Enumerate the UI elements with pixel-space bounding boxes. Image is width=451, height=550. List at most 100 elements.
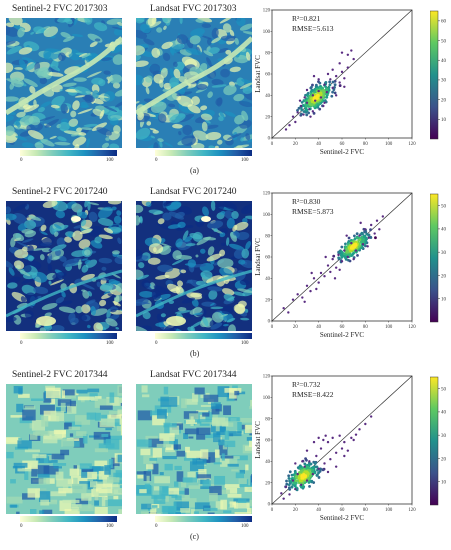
- map-patch: [213, 228, 218, 232]
- map-patch: [33, 431, 40, 436]
- density-point: [315, 474, 319, 477]
- figure-panel-a: Sentinel-2 FVC 2017303 Landsat FVC 201730…: [0, 0, 451, 183]
- map-patch: [174, 211, 185, 219]
- map-patch: [238, 259, 246, 265]
- map-patch: [57, 136, 67, 142]
- map-patch: [91, 122, 108, 132]
- rmse-text: RMSE=8.422: [292, 390, 334, 399]
- map-patch: [24, 449, 40, 453]
- map-patch: [30, 509, 37, 518]
- map-patch: [161, 493, 178, 497]
- map-patch: [187, 471, 201, 478]
- map-patch: [140, 511, 149, 518]
- scatter-point: [334, 94, 338, 97]
- map-patch: [15, 241, 31, 249]
- colorbar-tick-label: 60: [441, 20, 447, 25]
- x-tick-label: 20: [293, 325, 298, 330]
- scatter-point: [346, 66, 350, 69]
- scatter-point: [315, 287, 318, 291]
- map-patch: [4, 125, 15, 136]
- map-patch: [71, 506, 79, 511]
- density-point: [287, 474, 291, 478]
- map-patch: [109, 74, 123, 84]
- map-patch: [94, 460, 108, 467]
- map-patch: [141, 503, 152, 510]
- map-patch: [5, 22, 15, 28]
- map-patch: [83, 123, 98, 127]
- scatter-point: [329, 78, 332, 81]
- map-patch: [109, 459, 113, 469]
- map-patch: [14, 249, 29, 259]
- density-point: [302, 110, 306, 113]
- map-patch: [97, 217, 114, 226]
- map-patch: [93, 22, 108, 32]
- scatter-point: [303, 465, 306, 468]
- map-patch: [239, 100, 253, 108]
- scatter-point: [303, 96, 306, 99]
- map-patch: [29, 85, 36, 94]
- map-patch: [94, 236, 102, 244]
- colorbar-tick-label: 10: [441, 118, 447, 123]
- map-patch: [207, 286, 223, 292]
- density-point: [319, 92, 323, 96]
- map-patch: [71, 33, 84, 37]
- map-patch: [226, 487, 238, 494]
- map-patch: [240, 317, 250, 321]
- map-patch: [13, 462, 28, 468]
- map-patch: [113, 215, 122, 224]
- map-patch: [53, 224, 62, 230]
- colorbar-max-label: 100: [241, 341, 249, 346]
- map-patch: [192, 130, 209, 141]
- map-patch: [115, 327, 119, 330]
- map-patch: [57, 399, 72, 406]
- map-patch: [241, 204, 256, 214]
- landsat-fvc-colorbar: [155, 516, 252, 522]
- scatter-point: [364, 422, 367, 426]
- map-patch: [6, 496, 23, 504]
- map-patch: [86, 138, 90, 148]
- colorbar-max-label: 100: [106, 341, 114, 346]
- map-patch: [16, 302, 28, 309]
- map-bright-patch: [166, 316, 186, 326]
- map-patch: [36, 456, 50, 461]
- map-patch: [26, 122, 43, 133]
- scatter-point: [319, 96, 323, 99]
- y-tick-label: 120: [263, 375, 271, 380]
- map-patch: [160, 313, 166, 318]
- map-patch: [219, 111, 225, 120]
- scatter-point: [338, 81, 341, 84]
- map-patch: [225, 458, 238, 464]
- map-patch: [173, 444, 181, 450]
- map-patch: [38, 478, 50, 485]
- map-patch: [15, 135, 28, 141]
- scatter-point: [305, 101, 309, 105]
- map-patch: [183, 433, 189, 440]
- density-point: [321, 468, 325, 472]
- map-patch: [56, 478, 73, 487]
- map-patch: [27, 245, 34, 254]
- map-patch: [146, 475, 150, 483]
- map-patch: [30, 31, 35, 35]
- density-point: [365, 232, 369, 236]
- scatter-point: [361, 243, 365, 246]
- density-point: [327, 86, 331, 89]
- scatter-point: [317, 89, 320, 93]
- map-patch: [76, 389, 88, 394]
- map-patch: [150, 135, 156, 139]
- scatter-point: [340, 70, 344, 74]
- map-patch: [17, 27, 25, 38]
- density-colorbar-container: 10 20 30 40 50: [429, 191, 451, 326]
- map-patch: [105, 318, 118, 327]
- density-point: [299, 112, 303, 116]
- x-tick-label: 120: [408, 508, 416, 513]
- scatter-point: [291, 115, 295, 118]
- scatter-point: [378, 228, 381, 231]
- scatter-point: [350, 49, 353, 52]
- map-patch: [38, 491, 51, 503]
- map-patch: [110, 309, 117, 313]
- map-patch: [73, 477, 78, 485]
- map-patch: [196, 83, 208, 90]
- map-patch: [245, 464, 249, 471]
- scatter-point: [284, 128, 288, 131]
- y-tick-label: 20: [265, 481, 270, 486]
